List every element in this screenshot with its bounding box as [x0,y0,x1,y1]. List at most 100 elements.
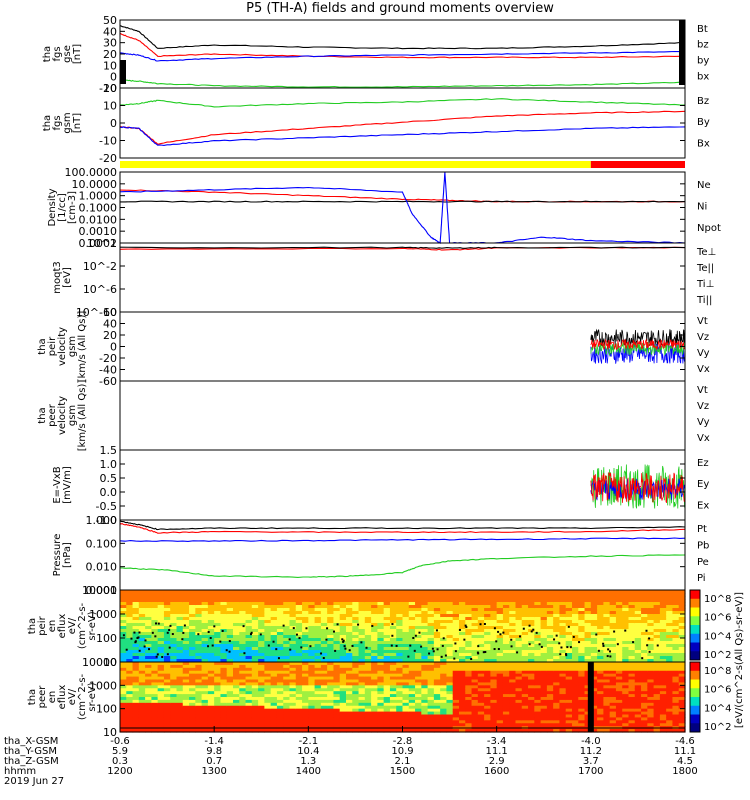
y-tick-label: 20 [103,329,117,342]
heatmap-cell [540,626,548,630]
heatmap-cell [120,641,127,645]
heatmap-cell [132,702,140,707]
heatmap-cell [182,602,190,606]
heatmap-cell [465,656,473,660]
heatmap-cell [126,593,134,597]
heatmap-cell [308,723,316,727]
heatmap-cell [195,682,203,686]
heatmap-cell [176,662,184,666]
heatmap-cell [289,602,297,606]
heatmap-cell [509,656,517,660]
heatmap-cell [647,635,655,639]
heatmap-cell [264,667,272,672]
heatmap-cell [276,714,284,719]
heatmap-cell [647,614,655,618]
heatmap-cell [641,614,648,618]
heatmap-cell [333,729,341,733]
heatmap-cell [157,650,165,654]
heatmap-cell [546,711,554,716]
heatmap-cell [641,670,648,675]
heatmap-cell [490,697,498,701]
heatmap-cell [189,617,196,621]
series-line-Npot [119,172,686,244]
heatmap-cell [295,708,303,713]
heatmap-cell [302,593,309,597]
heatmap-cell [452,729,460,733]
heatmap-cell [509,682,517,686]
heatmap-cell [578,714,586,719]
heatmap-cell [653,620,661,624]
heatmap-cell [214,659,222,663]
heatmap-cell [502,729,510,733]
heatmap-cell [383,614,391,618]
heatmap-cell [509,708,517,713]
heatmap-cell [145,720,152,724]
heatmap-cell [389,638,397,642]
heatmap-cell [477,699,485,704]
heatmap-cell [214,685,222,689]
heatmap-cell [534,694,542,698]
heatmap-cell [126,617,134,621]
heatmap-cell [371,685,378,689]
heatmap-cell [634,670,642,675]
heatmap-cell [402,656,410,660]
heatmap-cell [540,617,548,621]
heatmap-cell [415,676,422,681]
heatmap-cell [421,667,429,672]
heatmap-cell [314,593,322,597]
heatmap-cell [534,679,542,684]
heatmap-cell [346,593,353,597]
heatmap-cell [276,685,284,689]
heatmap-cell [233,638,240,642]
heatmap-cell [553,647,561,651]
y-tick-label: 0.0001 [79,237,118,250]
heatmap-cell [182,659,190,663]
heatmap-cell [214,605,222,609]
heatmap-cell [641,705,648,710]
heatmap-cell [233,711,240,716]
heatmap-cell [484,635,491,639]
heatmap-cell [371,688,378,692]
noise-trace [590,328,685,348]
colorbar-segment [690,625,700,635]
heatmap-cell [653,682,661,686]
heatmap-cell [170,688,178,692]
heatmap-speck [532,628,535,631]
heatmap-cell [201,714,209,719]
heatmap-cell [666,593,674,597]
heatmap-cell [615,644,623,648]
heatmap-cell [163,682,171,686]
heatmap-cell [182,593,190,597]
heatmap-cell [276,705,284,710]
heatmap-cell [408,670,416,675]
heatmap-cell [358,720,366,724]
heatmap-cell [402,635,410,639]
heatmap-cell [559,620,567,624]
heatmap-cell [170,617,178,621]
heatmap-cell [258,617,265,621]
heatmap-cell [553,705,561,710]
heatmap-cell [465,647,473,651]
heatmap-cell [352,593,360,597]
heatmap-cell [182,620,190,624]
heatmap-cell [559,688,567,692]
heatmap-cell [389,599,397,603]
heatmap-cell [534,656,542,660]
heatmap-cell [283,659,291,663]
heatmap-cell [465,662,473,666]
heatmap-cell [597,656,604,660]
heatmap-speck [320,652,323,655]
heatmap-cell [553,673,561,678]
heatmap-cell [509,714,517,719]
heatmap-cell [477,602,485,606]
heatmap-cell [465,629,473,633]
heatmap-cell [327,673,335,678]
heatmap-cell [578,685,586,689]
heatmap-cell [352,659,360,663]
heatmap-cell [383,729,391,733]
heatmap-cell [609,667,617,672]
heatmap-cell [628,617,636,621]
heatmap-cell [352,717,360,721]
heatmap-cell [659,590,667,594]
heatmap-cell [653,656,661,660]
